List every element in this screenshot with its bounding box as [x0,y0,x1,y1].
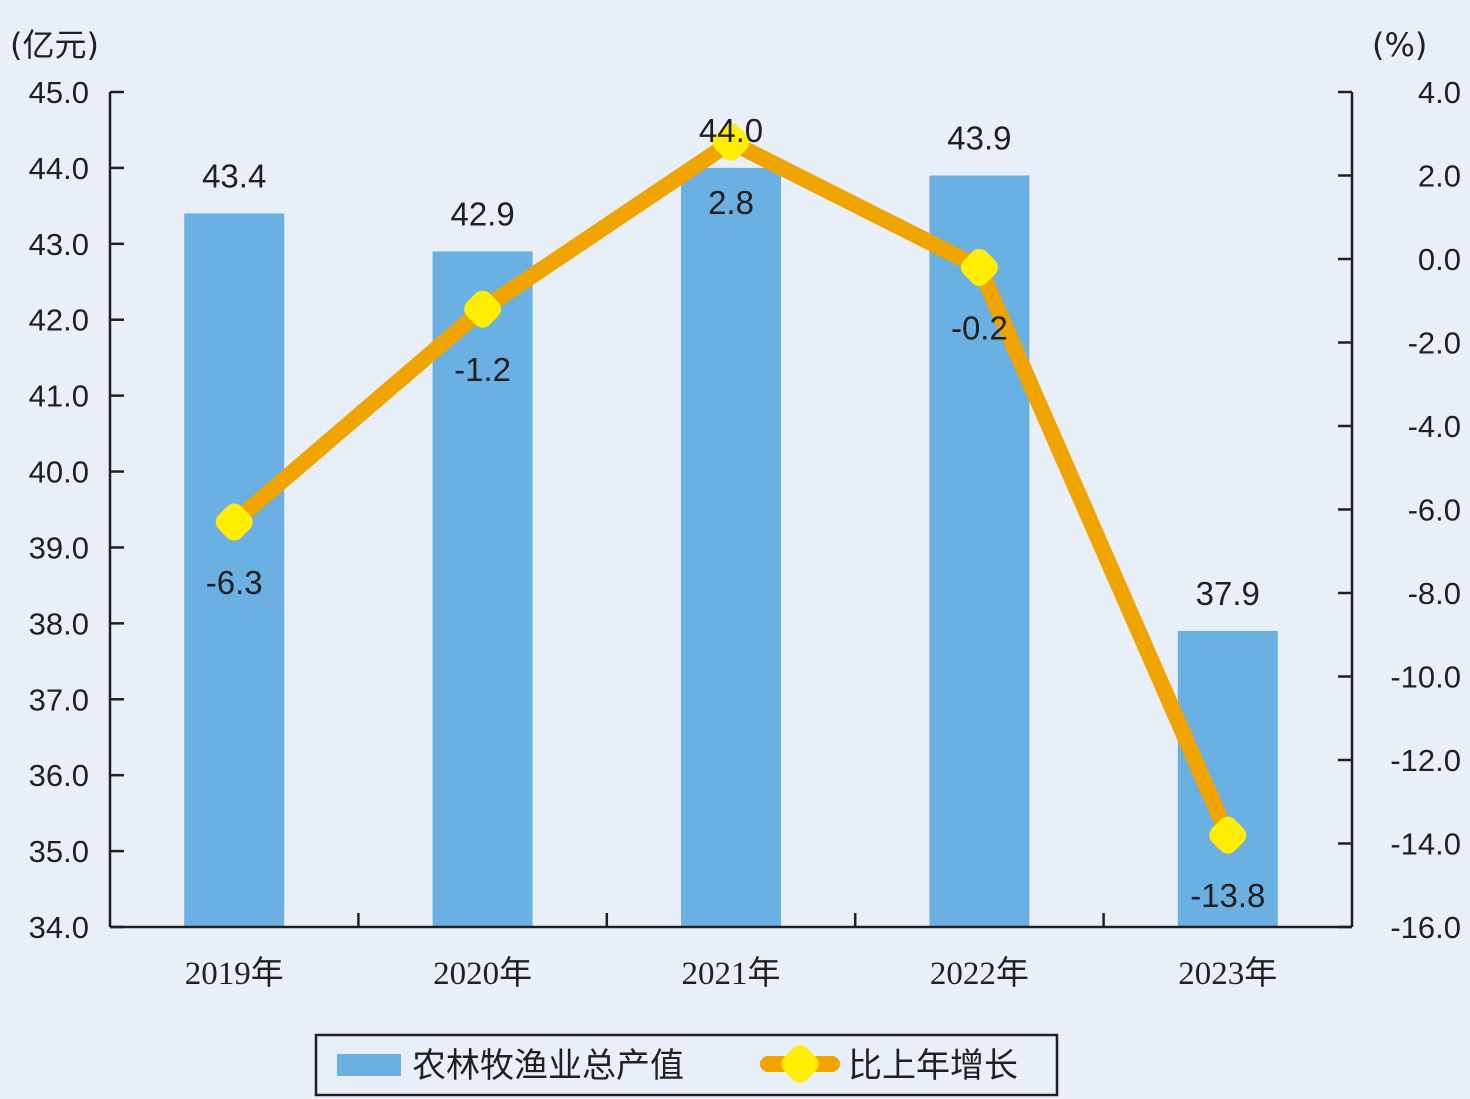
left-axis-tick-label: 39.0 [29,530,89,565]
right-axis-tick-label: -4.0 [1408,409,1461,444]
bar-value-label: 44.0 [699,112,763,149]
bar-2019年 [184,213,285,928]
left-axis-unit-label: (亿元) [10,26,99,64]
right-axis-tick-label: -2.0 [1408,326,1461,361]
left-axis-tick-label: 44.0 [29,151,89,186]
x-axis-category-label: 2019年 [185,955,284,992]
growth-point-2020年 [464,290,502,328]
right-axis-tick-label: -6.0 [1408,493,1461,528]
bar-value-label: 42.9 [450,195,514,232]
bar-2021年 [681,167,781,928]
growth-value-label: -1.2 [454,351,511,388]
legend-label-growth: 比上年增长 [848,1046,1018,1086]
x-axis-category-label: 2023年 [1178,955,1277,992]
growth-value-label: -0.2 [951,309,1008,346]
right-axis-tick-label: 2.0 [1418,159,1461,194]
left-axis-tick-label: 36.0 [29,758,89,793]
x-axis-category-label: 2022年 [930,955,1029,992]
legend: 农林牧渔业总产值 比上年增长 [314,1033,1059,1097]
growth-point-2019年 [215,503,253,541]
x-axis-category-label: 2021年 [682,955,781,992]
growth-value-label: -13.8 [1190,877,1265,914]
right-axis-tick-label: -8.0 [1408,576,1461,611]
left-axis-tick-label: 34.0 [29,910,89,945]
legend-swatch-marker [781,1045,819,1083]
bar-2022年 [929,175,1030,927]
growth-point-2021年 [712,123,750,161]
right-axis-tick-label: -10.0 [1390,660,1461,695]
growth-line-layer [215,123,1247,854]
right-axis-tick-label: 4.0 [1418,75,1461,110]
left-axis-tick-label: 45.0 [29,75,89,110]
right-axis-tick-label: 0.0 [1418,242,1461,277]
growth-value-label: 2.8 [708,184,754,221]
left-axis-tick-label: 41.0 [29,379,89,414]
left-axis-tick-label: 40.0 [29,455,89,490]
x-axis-category-label: 2020年 [433,955,532,992]
right-axis-tick-label: -14.0 [1390,827,1461,862]
bar-2023年 [1177,630,1278,927]
bar-value-label: 43.4 [202,157,266,194]
left-axis-tick-label: 42.0 [29,303,89,338]
left-axis-tick-label: 43.0 [29,227,89,262]
left-axis-tick-label: 35.0 [29,834,89,869]
axes-layer: 45.0 44.0 43.0 42.0 41.0 40.0 39.0 38.0 37.0 36.0… [29,75,1461,992]
legend-frame [314,1033,1059,1097]
growth-value-label: -6.3 [206,564,263,601]
labels-layer: 43.4 42.9 44.0 43.9 37.9 -6.3 -1.2 2.8 -0.2 -13.8 [202,112,1265,914]
right-axis-tick-label: -12.0 [1390,743,1461,778]
bar-2020年 [432,251,533,928]
bars-layer [184,167,1278,928]
legend-swatch-bar [337,1054,401,1076]
bar-value-label: 43.9 [947,120,1011,157]
right-axis-tick-label: -16.0 [1390,910,1461,945]
growth-point-2022年 [960,248,998,286]
left-axis-tick-label: 38.0 [29,606,89,641]
bar-value-label: 37.9 [1196,575,1260,612]
legend-label-output-value: 农林牧渔业总产值 [412,1046,684,1086]
right-axis-unit-label: (%) [1372,26,1427,64]
growth-point-2023年 [1209,816,1247,854]
left-axis-tick-label: 37.0 [29,682,89,717]
